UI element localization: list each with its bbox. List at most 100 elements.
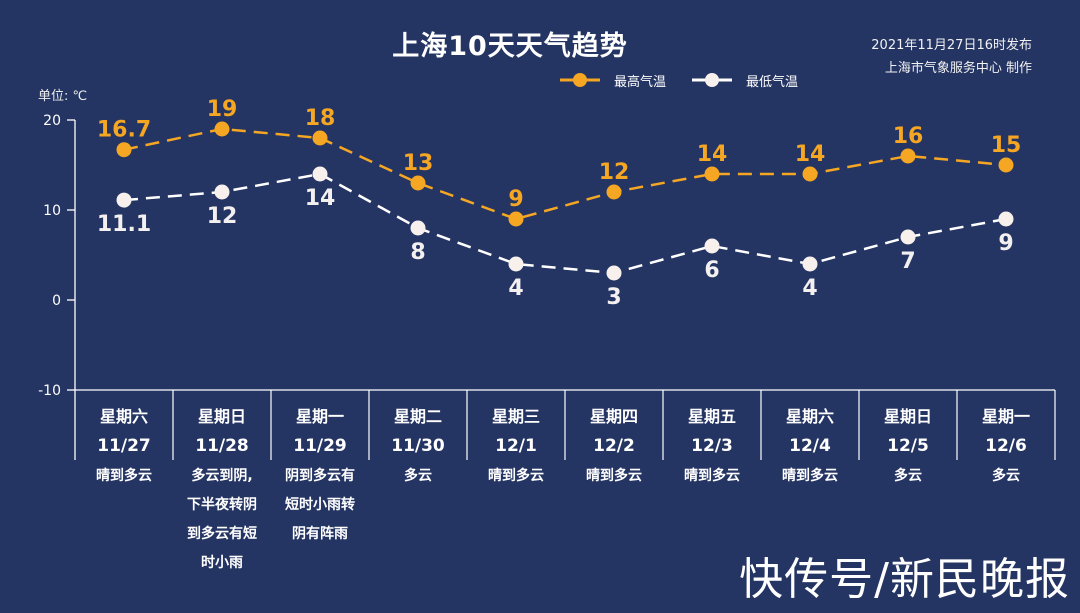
high-temp-point [606, 184, 622, 200]
low-temp-value-label: 3 [606, 285, 621, 310]
weather-description-line: 多云 [992, 468, 1020, 484]
weather-description-line: 下半夜转阴 [187, 497, 257, 513]
high-temp-value-label: 14 [697, 142, 728, 167]
weather-description: 多云 [957, 462, 1055, 491]
high-temp-point [802, 166, 818, 182]
x-date-label: 11/27 [97, 436, 151, 456]
high-temp-value-label: 9 [508, 187, 523, 212]
weather-description-line: 晴到多云 [96, 468, 152, 484]
weather-description: 晴到多云 [663, 462, 761, 491]
x-date-label: 12/2 [593, 436, 635, 456]
low-temp-value-label: 6 [704, 258, 719, 283]
high-temp-value-label: 16 [893, 124, 924, 149]
weather-description: 多云 [369, 462, 467, 491]
watermark: 快传号/新民晚报 [739, 554, 1070, 605]
low-temp-point [508, 256, 524, 272]
producer-credit: 上海市气象服务中心 制作 [884, 61, 1032, 76]
weather-description-line: 短时小雨转 [285, 497, 355, 513]
low-temp-point [606, 265, 622, 281]
weather-description-line: 到多云有短 [187, 526, 257, 542]
low-temp-marker-icon [692, 73, 733, 87]
low-temp-value-label: 11.1 [97, 212, 151, 237]
weather-description: 晴到多云 [467, 462, 565, 491]
low-temp-point [704, 238, 720, 254]
x-weekday-label: 星期日 [198, 407, 246, 426]
high-temp-value-label: 18 [305, 106, 336, 131]
weather-description-line: 晴到多云 [782, 468, 838, 484]
weather-description: 晴到多云 [565, 462, 663, 491]
x-weekday-label: 星期一 [982, 407, 1030, 426]
publish-time: 2021年11月27日16时发布 [871, 38, 1032, 53]
low-temp-point [802, 256, 818, 272]
legend-label-low: 最低气温 [746, 74, 799, 90]
high-temp-value-label: 15 [991, 133, 1022, 158]
x-date-label: 11/29 [293, 436, 347, 456]
high-temp-marker-icon [560, 73, 600, 87]
x-weekday-label: 星期四 [590, 407, 638, 426]
low-temp-point [116, 192, 132, 208]
weather-description-line: 多云 [404, 468, 432, 484]
x-weekday-label: 星期三 [492, 407, 540, 426]
high-temp-point [410, 175, 426, 191]
high-temp-value-label: 16.7 [97, 118, 151, 143]
high-temp-value-label: 13 [403, 151, 434, 176]
weather-description-line: 阴到多云有 [285, 468, 355, 484]
y-tick-label: 10 [43, 203, 61, 219]
high-temp-point [312, 130, 328, 146]
low-temp-value-label: 4 [508, 276, 523, 301]
high-temp-point [116, 142, 132, 158]
unit-label: 单位: ℃ [38, 89, 88, 104]
low-temp-point [312, 166, 328, 182]
weather-description-line: 时小雨 [201, 555, 243, 571]
y-tick-label: 0 [52, 293, 61, 309]
low-temp-point [900, 229, 916, 245]
high-temp-line [123, 127, 1007, 221]
legend-item-high[interactable]: 最高气温 [560, 70, 666, 90]
high-temp-point [704, 166, 720, 182]
high-temp-value-label: 14 [795, 142, 826, 167]
weather-description: 多云 [859, 462, 957, 491]
high-temp-value-label: 19 [207, 97, 238, 122]
low-temp-value-label: 14 [305, 186, 336, 211]
y-tick-label: 20 [43, 113, 61, 129]
low-temp-point [998, 211, 1014, 227]
low-temp-value-label: 7 [900, 249, 915, 274]
legend-label-high: 最高气温 [614, 74, 667, 90]
chart-legend: 最高气温 最低气温 [560, 70, 824, 90]
legend-item-low[interactable]: 最低气温 [692, 70, 798, 90]
weather-description-line: 阴有阵雨 [292, 526, 348, 542]
weather-description-line: 晴到多云 [684, 468, 740, 484]
low-temp-point [410, 220, 426, 236]
x-weekday-label: 星期六 [100, 407, 148, 426]
x-date-label: 12/3 [691, 436, 733, 456]
high-temp-point [214, 121, 230, 137]
weather-description-line: 多云 [894, 468, 922, 484]
x-date-label: 11/28 [195, 436, 249, 456]
weather-description: 多云到阴, 下半夜转阴到多云有短时小雨 [173, 462, 271, 578]
high-temp-value-label: 12 [599, 160, 630, 185]
weather-description-line: 晴到多云 [488, 468, 544, 484]
low-temp-value-label: 8 [410, 240, 425, 265]
publish-info: 2021年11月27日16时发布 上海市气象服务中心 制作 [871, 34, 1032, 80]
weather-description: 阴到多云有短时小雨转阴有阵雨 [271, 462, 369, 549]
x-date-label: 12/1 [495, 436, 537, 456]
x-date-label: 12/5 [887, 436, 929, 456]
x-weekday-label: 星期一 [296, 407, 344, 426]
x-weekday-label: 星期日 [884, 407, 932, 426]
low-temp-point [214, 184, 230, 200]
y-tick-label: -10 [38, 383, 61, 399]
x-date-label: 12/6 [985, 436, 1027, 456]
low-temp-line [123, 172, 1007, 275]
weather-description-line: 晴到多云 [586, 468, 642, 484]
weather-description: 晴到多云 [761, 462, 859, 491]
x-weekday-label: 星期二 [394, 407, 442, 426]
x-date-label: 12/4 [789, 436, 831, 456]
low-temp-value-label: 12 [207, 204, 238, 229]
weather-description-line: 多云到阴, [191, 468, 253, 484]
low-temp-value-label: 4 [802, 276, 817, 301]
low-temp-value-label: 9 [998, 231, 1013, 256]
x-weekday-label: 星期五 [688, 407, 736, 426]
high-temp-point [998, 157, 1014, 173]
weather-description: 晴到多云 [75, 462, 173, 491]
